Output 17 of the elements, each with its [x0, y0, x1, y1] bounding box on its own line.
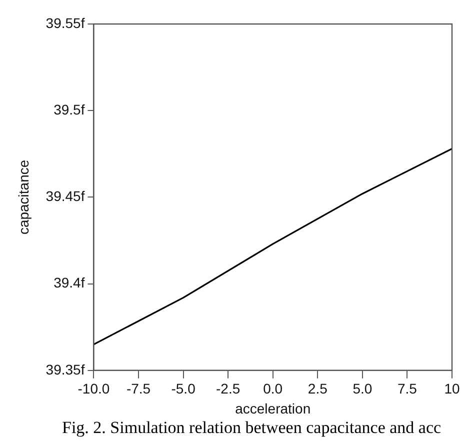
y-tick-label: 39.45f — [46, 188, 85, 204]
y-tick-label: 39.55f — [46, 14, 85, 31]
y-tick-label: 39.4f — [54, 274, 85, 291]
x-tick-label: 0.0 — [263, 380, 283, 397]
x-tick-label: 10 — [444, 380, 460, 397]
y-axis-title: capacitance — [15, 160, 32, 235]
x-tick-label: -10.0 — [78, 380, 110, 397]
x-tick-label: -5.0 — [171, 380, 196, 397]
caption: Fig. 2. Simulation relation between capacitance and acc — [61, 418, 442, 438]
x-tick-label: 7.5 — [397, 380, 418, 397]
x-tick-label: -2.5 — [216, 380, 240, 397]
x-tick-label: -7.5 — [126, 380, 151, 397]
x-tick-label: 5.0 — [352, 380, 372, 397]
y-tick-label: 39.5f — [54, 101, 85, 118]
x-axis-title: acceleration — [235, 400, 311, 416]
x-tick-label: 2.5 — [308, 380, 328, 397]
y-tick-label: 39.35f — [46, 361, 85, 378]
